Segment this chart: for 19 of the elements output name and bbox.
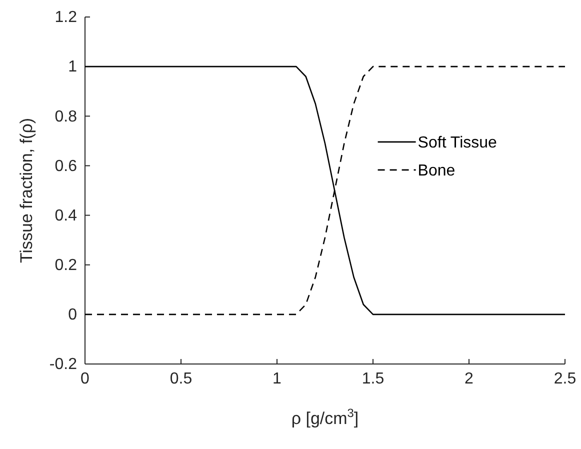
line-series bbox=[84, 66, 566, 316]
x-tick-label: 0.5 bbox=[170, 370, 192, 388]
y-tick-label: 0.6 bbox=[54, 158, 78, 175]
x-tick-label: 0 bbox=[80, 370, 90, 388]
legend-label: Soft Tissue bbox=[418, 134, 498, 152]
y-tick-label: 0.2 bbox=[54, 256, 78, 274]
y-tick-label: -0.2 bbox=[49, 356, 78, 374]
x-tick-label: 2.5 bbox=[554, 370, 576, 388]
y-tick-label: 0 bbox=[68, 306, 78, 324]
y-tick-label: 1 bbox=[68, 58, 78, 76]
y-tick-label: 1.2 bbox=[54, 9, 78, 26]
y-tick-label: 0.4 bbox=[54, 207, 78, 224]
x-tick-label: 2 bbox=[464, 370, 474, 388]
x-tick-label: 1 bbox=[272, 370, 282, 388]
y-axis-title: Tissue fraction, f(ρ) bbox=[17, 118, 36, 264]
y-tick-label: 0.8 bbox=[54, 108, 78, 126]
x-axis-title: ρ [g/cm$^{3}$] bbox=[291, 406, 359, 428]
x-tick-label: 1.5 bbox=[362, 370, 384, 388]
legend-label: Bone bbox=[418, 162, 456, 180]
